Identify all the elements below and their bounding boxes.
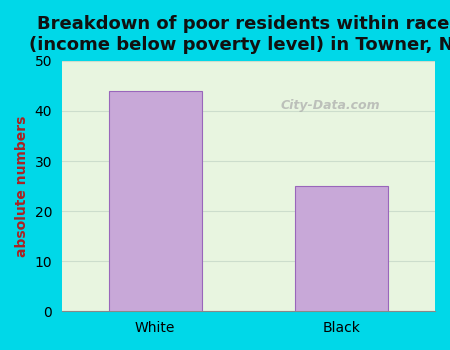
Bar [295,186,388,311]
Y-axis label: absolute numbers: absolute numbers [15,116,29,257]
Text: City-Data.com: City-Data.com [281,99,380,112]
Title: Breakdown of poor residents within races
(income below poverty level) in Towner,: Breakdown of poor residents within races… [29,15,450,54]
Bar [108,91,202,311]
